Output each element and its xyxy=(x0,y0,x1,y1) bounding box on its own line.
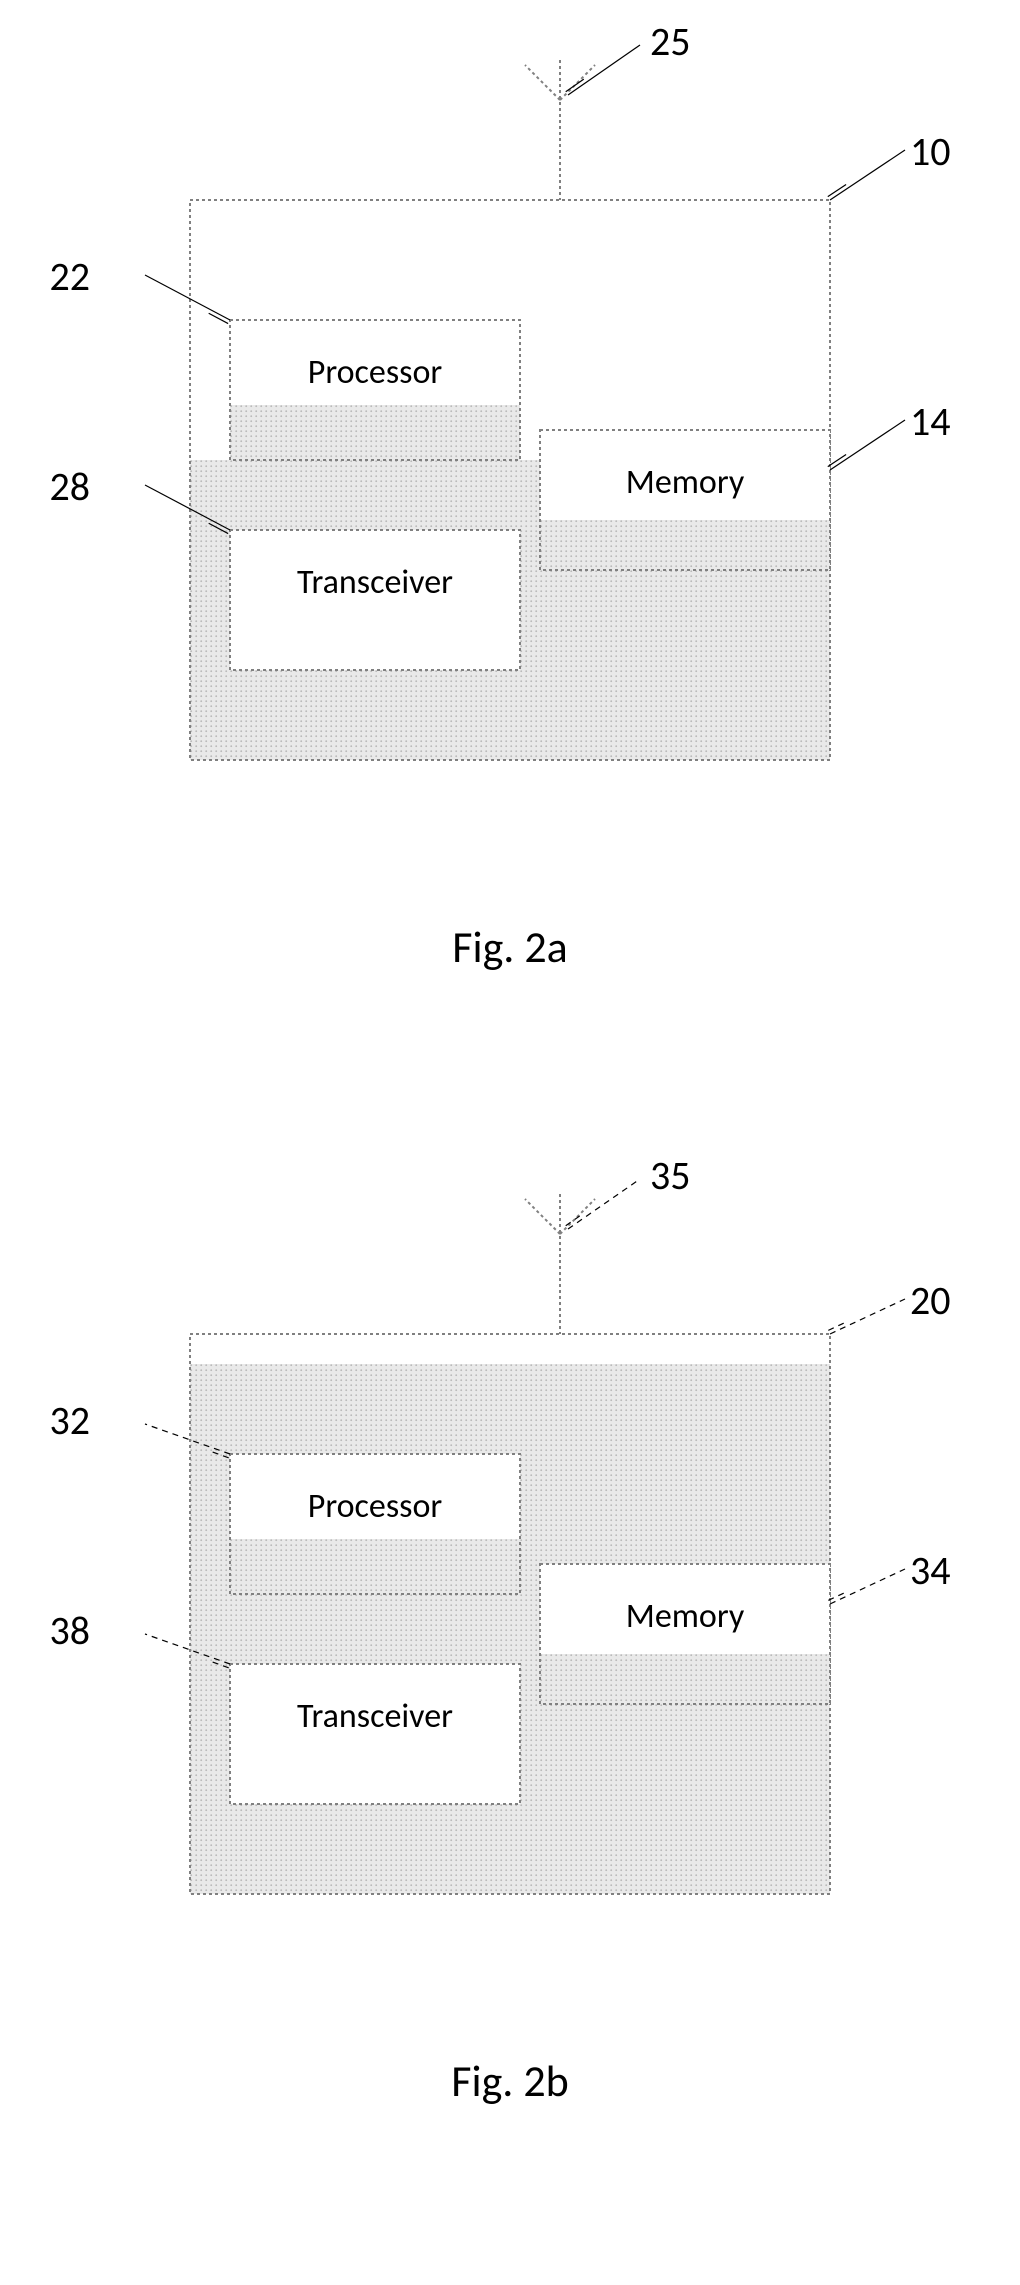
processor-box-label: Processor xyxy=(308,1486,443,1527)
spacer xyxy=(0,974,1020,1134)
ref-antenna: 25 xyxy=(650,17,691,66)
figure-2b: Processor Transceiver Memory 35 20 32 38 34 Fig… xyxy=(0,1134,1020,2108)
ref-transceiver: 38 xyxy=(49,1606,90,1655)
ref-container: 20 xyxy=(910,1276,951,1325)
processor-box-label: Processor xyxy=(308,352,443,393)
ref-transceiver: 28 xyxy=(49,462,90,511)
ref-processor: 32 xyxy=(49,1396,90,1445)
figure-2a-caption: Fig. 2a xyxy=(0,920,1020,974)
ref-memory: 14 xyxy=(910,397,951,446)
memory-box-label: Memory xyxy=(626,462,745,503)
transceiver-box-label: Transceiver xyxy=(297,1696,453,1737)
ref-container: 10 xyxy=(910,127,951,176)
figure-2b-caption: Fig. 2b xyxy=(0,2054,1020,2108)
ref-antenna: 35 xyxy=(650,1151,691,1200)
diagram-2b: Processor Transceiver Memory 35 20 32 38 34 xyxy=(0,1134,1020,2054)
ref-processor: 22 xyxy=(49,252,90,301)
memory-box-label: Memory xyxy=(626,1596,745,1637)
ref-memory: 34 xyxy=(910,1546,951,1595)
page: Processor Transceiver Memory 25 10 22 28 14 Fig… xyxy=(0,0,1020,2108)
diagram-2a: Processor Transceiver Memory 25 10 22 28 14 xyxy=(0,0,1020,920)
figure-2a: Processor Transceiver Memory 25 10 22 28 14 Fig… xyxy=(0,0,1020,974)
transceiver-box-label: Transceiver xyxy=(297,562,453,603)
